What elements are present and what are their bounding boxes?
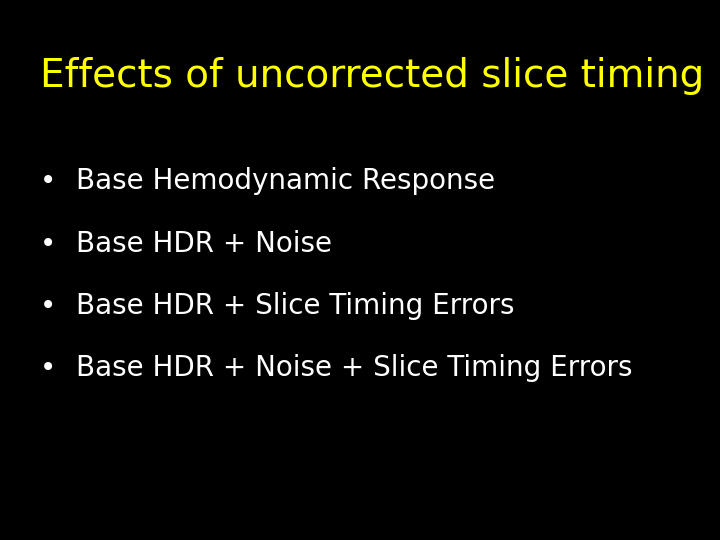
Text: Base HDR + Noise + Slice Timing Errors: Base HDR + Noise + Slice Timing Errors <box>76 354 632 382</box>
Text: •: • <box>40 167 56 195</box>
Text: Base HDR + Slice Timing Errors: Base HDR + Slice Timing Errors <box>76 292 514 320</box>
Text: Base Hemodynamic Response: Base Hemodynamic Response <box>76 167 495 195</box>
Text: •: • <box>40 230 56 258</box>
Text: Effects of uncorrected slice timing: Effects of uncorrected slice timing <box>40 57 704 94</box>
Text: •: • <box>40 292 56 320</box>
Text: Base HDR + Noise: Base HDR + Noise <box>76 230 332 258</box>
Text: •: • <box>40 354 56 382</box>
